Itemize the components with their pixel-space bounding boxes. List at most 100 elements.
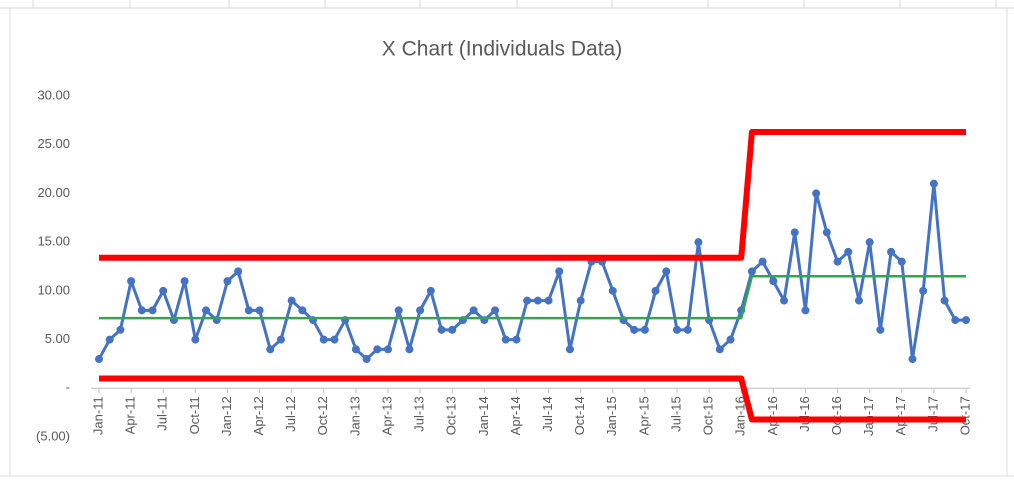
x-tick-label: Oct-12 <box>315 396 330 435</box>
x-tick-label: Jan-14 <box>476 396 491 436</box>
data-point <box>769 277 778 286</box>
data-point <box>202 306 211 315</box>
data-point <box>897 257 906 266</box>
y-tick-label: 25.00 <box>37 136 70 151</box>
data-point <box>95 355 103 364</box>
y-tick-label: (5.00) <box>36 428 70 443</box>
y-tick-label: 15.00 <box>37 234 70 249</box>
x-tick-label: Apr-17 <box>893 396 908 435</box>
data-point <box>491 306 500 315</box>
data-point <box>962 316 970 325</box>
data-point <box>330 335 339 344</box>
data-point <box>276 335 285 344</box>
data-point <box>747 267 756 276</box>
data-point <box>833 257 842 266</box>
data-point <box>715 345 724 354</box>
y-tick-label: 30.00 <box>37 87 70 102</box>
data-point <box>683 325 692 334</box>
data-point <box>876 325 885 334</box>
data-point <box>384 345 392 354</box>
data-point <box>523 296 532 305</box>
x-tick-label: Jul-11 <box>155 396 170 430</box>
chart-area <box>9 7 1008 477</box>
data-point <box>426 286 435 295</box>
x-tick-label: Apr-14 <box>508 396 523 435</box>
data-point <box>694 238 703 247</box>
data-point <box>362 355 371 364</box>
x-tick-label: Jan-16 <box>733 396 748 436</box>
data-point <box>148 306 157 315</box>
x-tick-label: Jul-12 <box>283 396 298 431</box>
data-point <box>565 345 574 354</box>
data-point <box>801 306 810 315</box>
data-point <box>673 325 681 334</box>
data-point <box>865 238 874 247</box>
data-point <box>448 325 457 334</box>
data-point <box>640 325 649 334</box>
x-tick-label: Jan-11 <box>90 396 105 435</box>
data-point <box>555 267 564 276</box>
data-point <box>266 345 275 354</box>
data-point <box>437 325 446 334</box>
y-tick-label: 20.00 <box>37 185 70 200</box>
data-point <box>191 335 200 344</box>
data-point <box>630 325 639 334</box>
x-tick-label: Jul-13 <box>412 396 427 431</box>
y-tick-label: 10.00 <box>37 282 70 297</box>
data-point <box>940 296 949 305</box>
data-point <box>373 345 382 354</box>
data-point <box>501 335 510 344</box>
y-tick-label: 5.00 <box>45 331 70 346</box>
x-tick-label: Oct-11 <box>187 396 202 434</box>
data-point <box>662 267 671 276</box>
x-tick-label: Jan-12 <box>219 396 234 436</box>
data-point <box>919 286 928 295</box>
data-point <box>822 228 831 237</box>
data-point <box>351 345 360 354</box>
chart-title: X Chart (Individuals Data) <box>382 38 622 61</box>
data-point <box>929 179 938 188</box>
data-point <box>180 277 189 286</box>
data-point <box>758 257 767 266</box>
data-point <box>244 306 253 315</box>
data-point <box>394 306 403 315</box>
x-tick-label: Jan-17 <box>861 396 876 436</box>
x-tick-label: Jan-15 <box>604 396 619 436</box>
series-line <box>99 129 966 261</box>
data-point <box>512 335 521 344</box>
data-point <box>576 296 585 305</box>
x-tick-label: Oct-14 <box>572 396 587 435</box>
data-point <box>127 277 136 286</box>
data-point <box>105 335 114 344</box>
data-point <box>234 267 243 276</box>
data-point <box>908 355 917 364</box>
data-point <box>812 189 821 198</box>
x-tick-label: Apr-12 <box>251 396 266 435</box>
data-point <box>780 296 789 305</box>
data-point <box>544 296 553 305</box>
x-tick-label: Apr-11 <box>123 396 138 434</box>
x-tick-label: Oct-15 <box>701 396 716 435</box>
data-point <box>319 335 328 344</box>
data-point <box>608 286 617 295</box>
series-line <box>99 375 966 423</box>
data-point <box>116 325 125 334</box>
data-point <box>416 306 425 315</box>
series-line <box>97 182 966 361</box>
x-tick-label: Oct-16 <box>829 396 844 435</box>
data-point <box>790 228 799 237</box>
data-point <box>951 316 960 325</box>
data-point <box>298 306 307 315</box>
data-point <box>255 306 264 315</box>
data-point <box>223 277 232 286</box>
data-point <box>844 247 853 256</box>
data-point <box>137 306 146 315</box>
data-point <box>469 306 478 315</box>
data-point <box>854 296 863 305</box>
series-line <box>99 274 966 320</box>
data-point <box>726 335 735 344</box>
data-point <box>651 286 660 295</box>
x-tick-label: Jul-17 <box>925 396 940 431</box>
